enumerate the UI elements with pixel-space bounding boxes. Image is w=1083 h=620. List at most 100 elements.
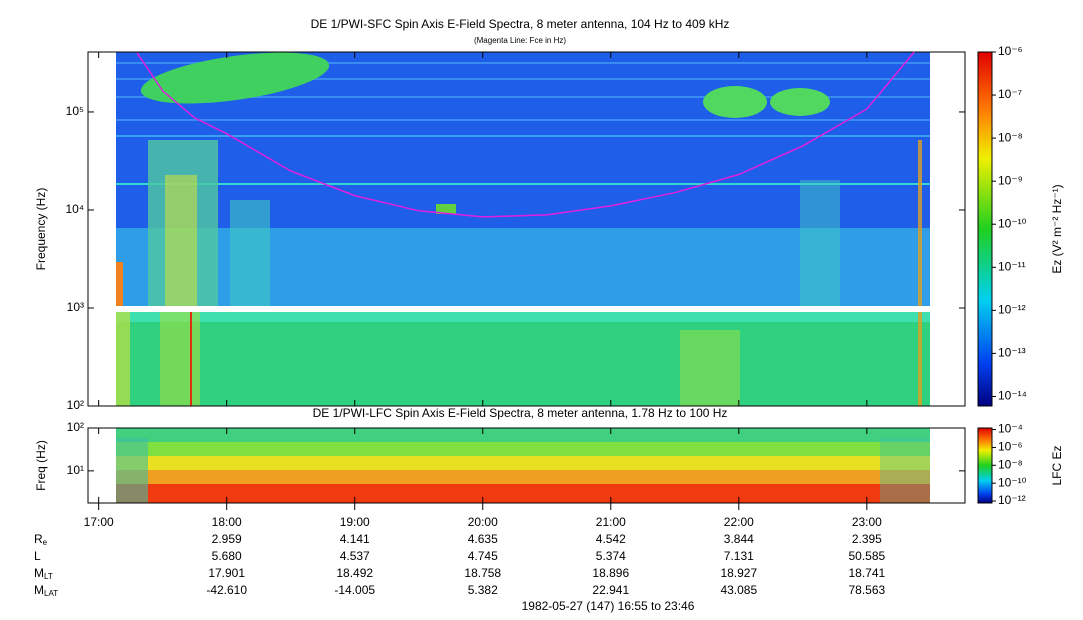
ephemeris-value: 17.901 xyxy=(208,566,245,580)
spectrogram-stripe xyxy=(116,96,930,98)
ephemeris-label-text: L xyxy=(34,549,41,563)
y-tick-label: 10³ xyxy=(67,300,84,314)
y-axis-label: Freq (Hz) xyxy=(34,440,48,491)
ephemeris-value: 18.758 xyxy=(464,566,501,580)
colorbar-label: LFC Ez xyxy=(1050,445,1064,485)
ephemeris-label: MLT xyxy=(34,566,53,581)
ephemeris-value: 5.382 xyxy=(468,583,498,597)
x-tick-label: 23:00 xyxy=(852,515,882,529)
emission-streak xyxy=(918,140,922,406)
y-tick-label: 10⁵ xyxy=(66,104,84,118)
x-tick-label: 21:00 xyxy=(596,515,626,529)
ephemeris-value: 2.395 xyxy=(852,532,882,546)
colorbar xyxy=(977,51,993,407)
spectrogram-band xyxy=(116,312,930,322)
colorbar-tick-label: 10⁻¹¹ xyxy=(998,259,1026,273)
spectrogram-band xyxy=(880,438,930,503)
colorbar-tick-label: 10⁻⁸ xyxy=(998,130,1023,144)
x-tick-label: 20:00 xyxy=(468,515,498,529)
colorbar-tick-label: 10⁻⁴ xyxy=(998,422,1023,436)
ephemeris-value: 18.492 xyxy=(336,566,373,580)
ephemeris-label: Re xyxy=(34,532,48,547)
spectrogram-stripe xyxy=(116,183,930,185)
ephemeris-label-text: R xyxy=(34,532,43,546)
ephemeris-value: 4.745 xyxy=(468,549,498,563)
y-tick-label: 10² xyxy=(67,398,84,412)
emission-streak xyxy=(436,204,456,214)
emission-blob xyxy=(140,52,330,104)
plot-frame xyxy=(87,51,966,407)
ephemeris-value: -14.005 xyxy=(334,583,375,597)
chart-title: DE 1/PWI-SFC Spin Axis E-Field Spectra, … xyxy=(311,17,730,31)
spectrogram-band xyxy=(116,428,930,442)
colorbar-tick-label: 10⁻¹² xyxy=(998,303,1026,317)
emission-streak xyxy=(165,175,197,306)
colorbar-tick-label: 10⁻⁹ xyxy=(998,173,1023,187)
spectrogram-band xyxy=(116,312,930,406)
emission-streak xyxy=(190,312,192,406)
emission-streak xyxy=(800,180,840,306)
colorbar-label: Ez (V² m⁻² Hz⁻¹) xyxy=(1050,184,1064,273)
spectrogram-image xyxy=(88,52,965,503)
spectrogram-band xyxy=(116,470,930,484)
emission-blob xyxy=(703,86,767,118)
spectrogram-band xyxy=(116,442,930,456)
y-tick-label: 10⁴ xyxy=(65,202,84,216)
x-tick-label: 22:00 xyxy=(724,515,754,529)
ephemeris-label-sub: LAT xyxy=(44,589,58,598)
y-tick-label: 10¹ xyxy=(67,463,84,477)
colorbar-tick-label: 10⁻¹² xyxy=(998,493,1026,507)
colorbar-tick-label: 10⁻¹⁴ xyxy=(998,389,1027,403)
colorbar-tick-label: 10⁻⁶ xyxy=(998,440,1023,454)
spectrogram-band xyxy=(116,438,148,503)
y-axis-label: Frequency (Hz) xyxy=(34,188,48,271)
plot-frame xyxy=(87,427,966,504)
ephemeris-label-sub: e xyxy=(43,538,48,547)
colorbar-tick-label: 10⁻¹⁰ xyxy=(998,475,1027,489)
ephemeris-value: 2.959 xyxy=(212,532,242,546)
colorbar xyxy=(977,427,993,504)
emission-streak xyxy=(680,330,740,406)
fce-line xyxy=(136,51,915,218)
ephemeris-value: 4.542 xyxy=(596,532,626,546)
ephemeris-label: L xyxy=(34,549,41,563)
ephemeris-value: 22.941 xyxy=(592,583,629,597)
ephemeris-value: 4.537 xyxy=(340,549,370,563)
ephemeris-value: 5.680 xyxy=(212,549,242,563)
colorbar-tick-label: 10⁻⁶ xyxy=(998,44,1023,58)
ephemeris-value: 78.563 xyxy=(848,583,885,597)
ephemeris-value: 18.896 xyxy=(592,566,629,580)
chart-subtitle: (Magenta Line: Fce in Hz) xyxy=(474,36,566,45)
ephemeris-value: 5.374 xyxy=(596,549,626,563)
ephemeris-label-text: M xyxy=(34,583,44,597)
spectrogram-stripe xyxy=(116,135,930,137)
data-gap xyxy=(88,306,965,312)
x-tick-label: 17:00 xyxy=(84,515,114,529)
ephemeris-value: 18.927 xyxy=(720,566,757,580)
y-tick-label: 10² xyxy=(67,420,84,434)
ephemeris-value: 7.131 xyxy=(724,549,754,563)
colorbar-tick-label: 10⁻¹⁰ xyxy=(998,216,1027,230)
panel-title: DE 1/PWI-LFC Spin Axis E-Field Spectra, … xyxy=(313,406,728,420)
emission-streak xyxy=(230,200,270,306)
emission-streak xyxy=(116,312,130,406)
spectrogram-band xyxy=(116,456,930,470)
x-tick-label: 18:00 xyxy=(212,515,242,529)
ephemeris-value: 50.585 xyxy=(848,549,885,563)
colorbar-tick-label: 10⁻⁷ xyxy=(998,87,1022,101)
spectrogram-stripe xyxy=(116,62,930,64)
ephemeris-value: 18.741 xyxy=(848,566,885,580)
ephemeris-value: 4.635 xyxy=(468,532,498,546)
emission-streak xyxy=(116,262,123,306)
ephemeris-label-sub: LT xyxy=(44,572,53,581)
colorbar-tick-label: 10⁻⁸ xyxy=(998,457,1023,471)
x-tick-label: 19:00 xyxy=(340,515,370,529)
ephemeris-value: -42.610 xyxy=(206,583,247,597)
ephemeris-value: 3.844 xyxy=(724,532,754,546)
ephemeris-label: MLAT xyxy=(34,583,58,598)
emission-blob xyxy=(770,88,830,116)
colorbar-tick-label: 10⁻¹³ xyxy=(998,346,1026,360)
spectrogram-stripe xyxy=(116,78,930,80)
